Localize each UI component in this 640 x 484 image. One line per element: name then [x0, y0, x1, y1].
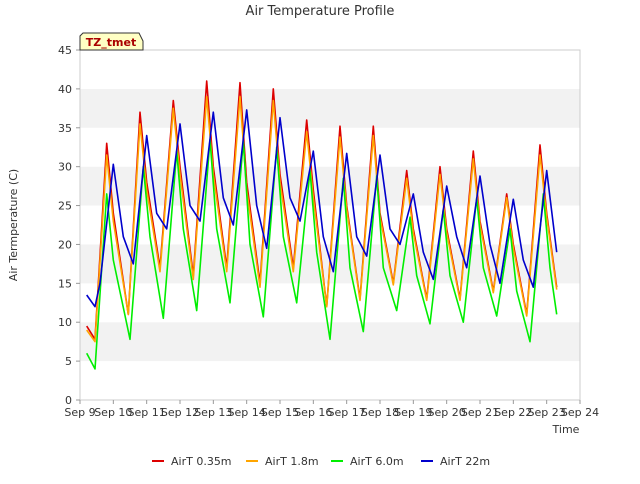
plot-area	[79, 49, 581, 401]
x-tick-label: Sep 9	[64, 406, 95, 419]
x-tick-label: Sep 14	[228, 406, 266, 419]
grid-band	[80, 88, 580, 128]
chart-title: Air Temperature Profile	[246, 4, 395, 19]
grid-band	[80, 283, 580, 323]
x-tick-label: Sep 22	[494, 406, 532, 419]
x-tick-label: Sep 15	[261, 406, 299, 419]
legend: AirT 0.35m AirT 1.8m AirT 6.0m AirT 22m	[152, 455, 490, 468]
y-tick-label: 25	[58, 200, 72, 213]
y-tick-label: 20	[58, 238, 72, 251]
x-tick-label: Sep 12	[161, 406, 199, 419]
y-tick-label: 30	[58, 161, 72, 174]
x-tick-label: Sep 16	[294, 406, 332, 419]
x-axis-label: Time	[552, 423, 580, 436]
series-line	[86, 109, 558, 308]
annotation-label: TZ_tmet	[86, 36, 136, 49]
grid-band	[80, 166, 580, 206]
grid-band	[80, 127, 580, 167]
grid-band	[80, 322, 580, 362]
legend-label: AirT 0.35m	[171, 455, 232, 468]
y-tick-label: 40	[58, 83, 72, 96]
legend-label: AirT 6.0m	[350, 455, 404, 468]
legend-label: AirT 1.8m	[265, 455, 319, 468]
y-tick-label: 15	[58, 277, 72, 290]
x-tick-label: Sep 24	[561, 406, 599, 419]
y-tick-label: 0	[65, 394, 72, 407]
x-tick-label: Sep 13	[194, 406, 232, 419]
x-tick-label: Sep 17	[328, 406, 366, 419]
y-tick-label: 10	[58, 316, 72, 329]
x-tick-label: Sep 20	[428, 406, 466, 419]
x-tick-label: Sep 18	[361, 406, 399, 419]
grid-band	[80, 50, 580, 89]
y-axis-label: Air Termperature (C)	[7, 169, 20, 281]
x-tick-label: Sep 21	[461, 406, 499, 419]
y-tick-label: 5	[65, 355, 72, 368]
y-tick-label: 45	[58, 44, 72, 57]
x-tick-label: Sep 23	[528, 406, 566, 419]
x-tick-label: Sep 11	[128, 406, 166, 419]
series-line	[85, 138, 558, 370]
x-tick-label: Sep 19	[394, 406, 432, 419]
x-tick-label: Sep 10	[94, 406, 132, 419]
legend-label: AirT 22m	[440, 455, 490, 468]
annotation-box: TZ_tmet	[79, 32, 144, 51]
grid-band	[80, 361, 580, 400]
y-tick-label: 35	[58, 122, 72, 135]
